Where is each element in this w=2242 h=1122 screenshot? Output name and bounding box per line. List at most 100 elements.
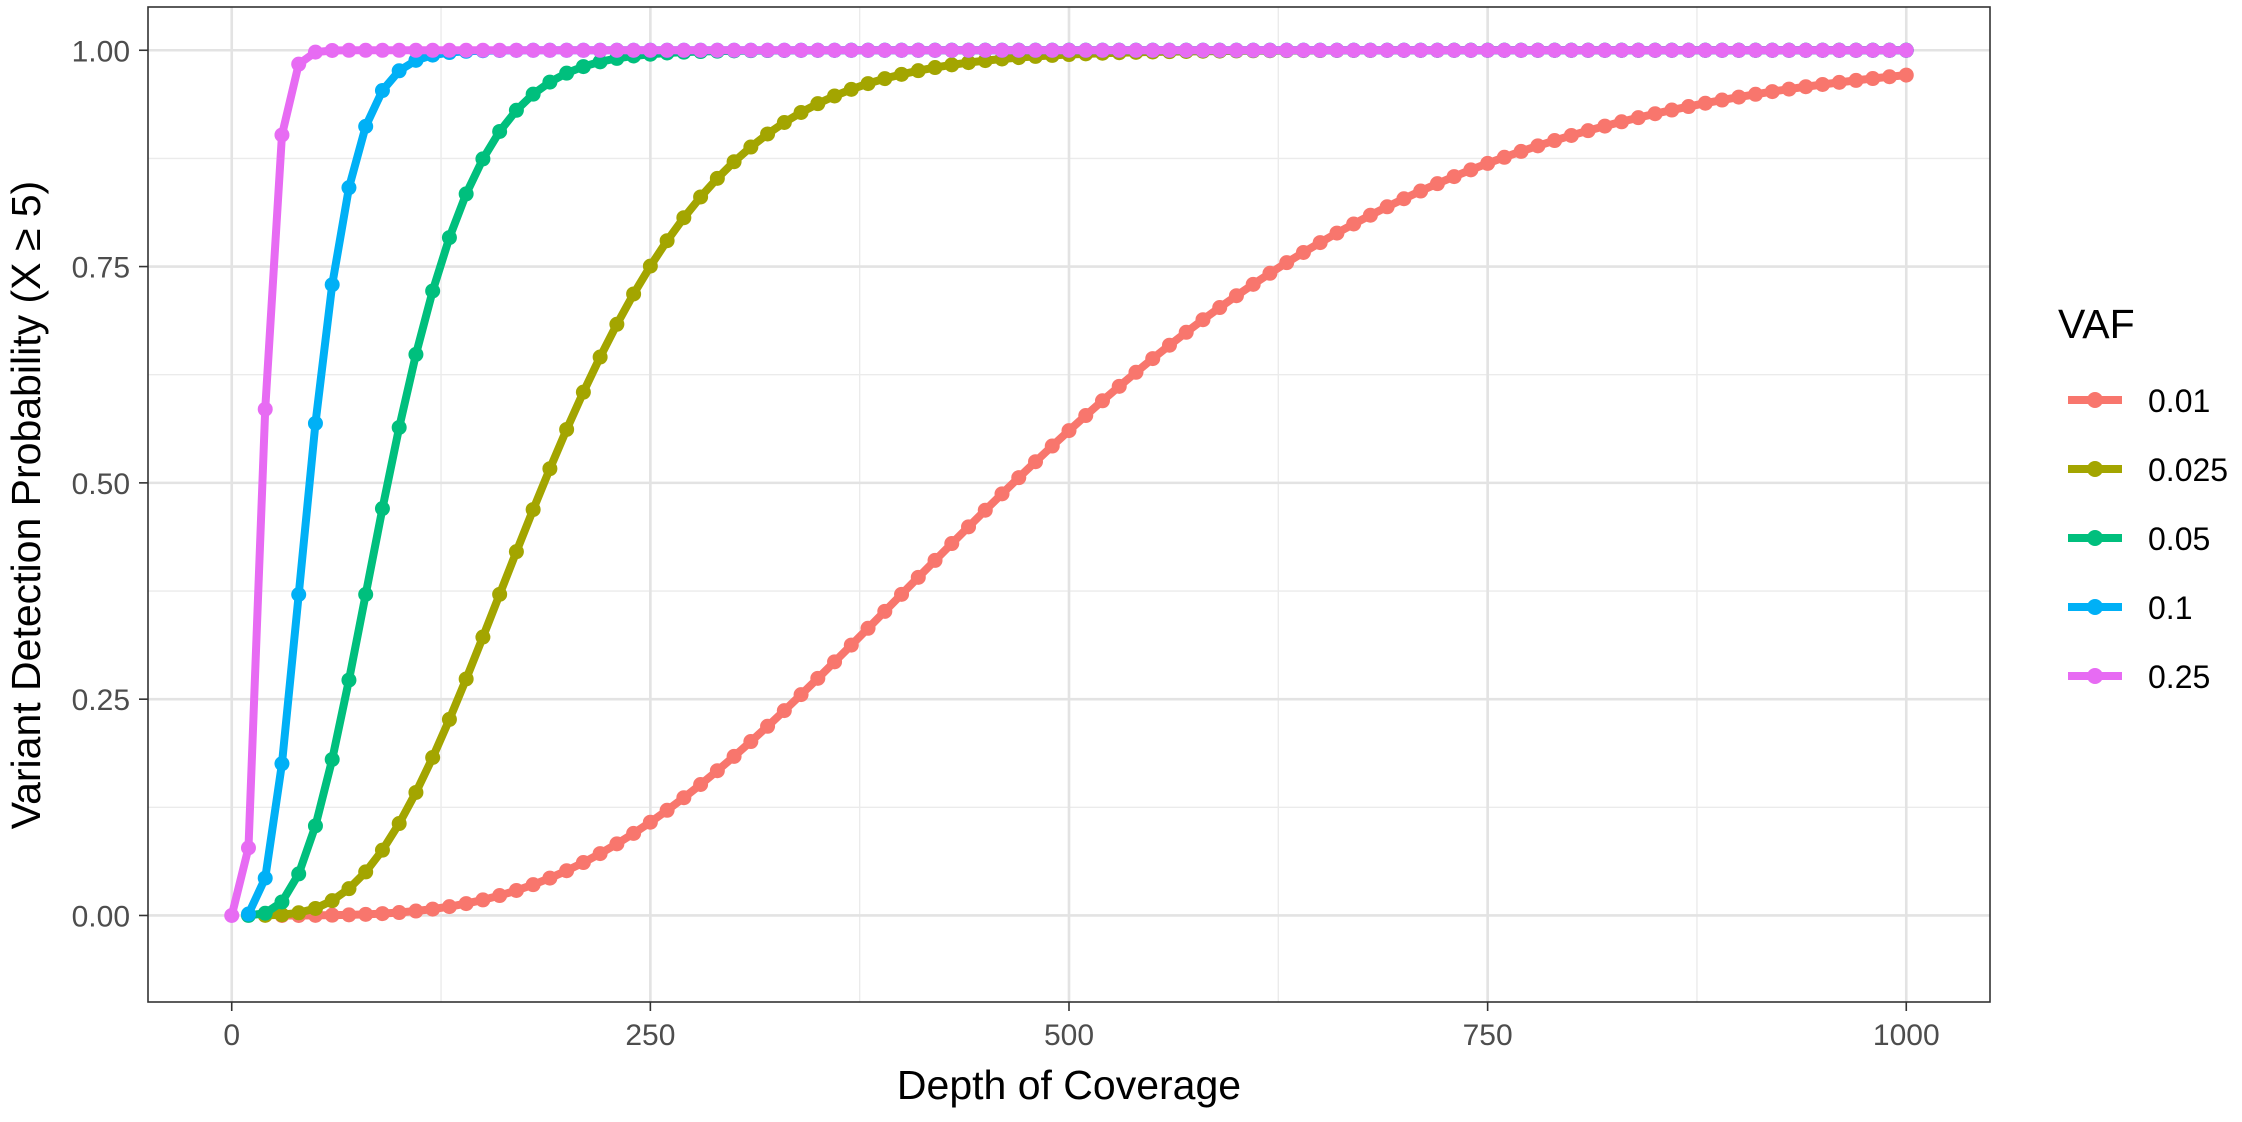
data-point	[1413, 42, 1429, 58]
data-point	[1078, 42, 1094, 58]
data-point	[1630, 110, 1646, 126]
data-point	[1714, 92, 1730, 108]
data-point	[1496, 42, 1512, 58]
data-point	[1061, 42, 1077, 58]
data-point	[1161, 337, 1177, 353]
data-point	[894, 66, 910, 82]
data-point	[1697, 95, 1713, 111]
data-point	[358, 864, 374, 880]
data-point	[1178, 42, 1194, 58]
data-point	[843, 637, 859, 653]
data-point	[559, 42, 575, 58]
data-point	[776, 42, 792, 58]
data-point	[1831, 42, 1847, 58]
legend-label: 0.01	[2148, 383, 2210, 419]
data-point	[475, 629, 491, 645]
data-point	[877, 71, 893, 87]
legend-key-point	[2087, 530, 2103, 546]
data-point	[726, 748, 742, 764]
grid-lines	[148, 7, 1990, 1002]
data-point	[860, 76, 876, 92]
data-point	[1815, 76, 1831, 92]
data-point	[743, 139, 759, 155]
data-point	[1580, 42, 1596, 58]
data-point	[1312, 235, 1328, 251]
data-point	[291, 905, 307, 921]
data-point	[307, 900, 323, 916]
data-point	[508, 102, 524, 118]
data-point	[291, 56, 307, 72]
data-point	[1563, 42, 1579, 58]
x-tick-label: 250	[625, 1019, 675, 1052]
data-point	[374, 83, 390, 99]
data-point	[1614, 42, 1630, 58]
data-point	[1882, 69, 1898, 85]
data-point	[793, 42, 809, 58]
data-point	[324, 907, 340, 923]
data-point	[458, 671, 474, 687]
data-point	[1513, 42, 1529, 58]
data-point	[508, 882, 524, 898]
data-point	[1798, 79, 1814, 95]
data-point	[1128, 364, 1144, 380]
data-point	[659, 42, 675, 58]
data-point	[977, 502, 993, 518]
data-point	[1061, 423, 1077, 439]
data-point	[592, 349, 608, 365]
data-point	[1262, 265, 1278, 281]
data-point	[977, 53, 993, 69]
data-point	[944, 42, 960, 58]
data-point	[1580, 123, 1596, 139]
data-point	[257, 905, 273, 921]
data-point	[508, 544, 524, 560]
data-point	[1446, 42, 1462, 58]
data-point	[575, 855, 591, 871]
data-point	[475, 892, 491, 908]
data-point	[1530, 138, 1546, 154]
data-point	[693, 777, 709, 792]
data-point	[441, 899, 457, 915]
data-point	[1597, 42, 1613, 58]
data-point	[910, 569, 926, 585]
data-point	[358, 586, 374, 602]
data-point	[843, 42, 859, 58]
legend-key-point	[2087, 392, 2103, 408]
data-point	[1831, 74, 1847, 90]
data-point	[341, 907, 357, 923]
data-point	[1480, 42, 1496, 58]
data-point	[224, 907, 240, 923]
data-point	[391, 42, 407, 58]
data-point	[575, 384, 591, 400]
data-point	[492, 586, 508, 602]
data-point	[542, 42, 558, 58]
data-point	[1764, 42, 1780, 58]
data-point	[274, 907, 290, 923]
data-point	[240, 840, 256, 856]
data-point	[542, 74, 558, 90]
data-point	[1128, 42, 1144, 58]
data-point	[341, 672, 357, 688]
data-point	[1798, 42, 1814, 58]
y-tick-label: 0.50	[72, 468, 130, 501]
data-point	[1044, 438, 1060, 454]
data-point	[642, 258, 658, 274]
data-point	[508, 42, 524, 58]
data-point	[1563, 127, 1579, 143]
data-point	[827, 654, 843, 670]
data-point	[776, 703, 792, 719]
data-point	[425, 42, 441, 58]
data-point	[441, 711, 457, 727]
data-point	[1195, 42, 1211, 58]
data-point	[1848, 42, 1864, 58]
data-point	[1630, 42, 1646, 58]
data-point	[1463, 42, 1479, 58]
data-point	[458, 896, 474, 912]
y-tick-label: 1.00	[72, 35, 130, 68]
legend-item: 0.05	[2068, 521, 2210, 557]
data-point	[1295, 244, 1311, 260]
data-point	[274, 756, 290, 772]
data-point	[894, 42, 910, 58]
data-point	[324, 277, 340, 293]
